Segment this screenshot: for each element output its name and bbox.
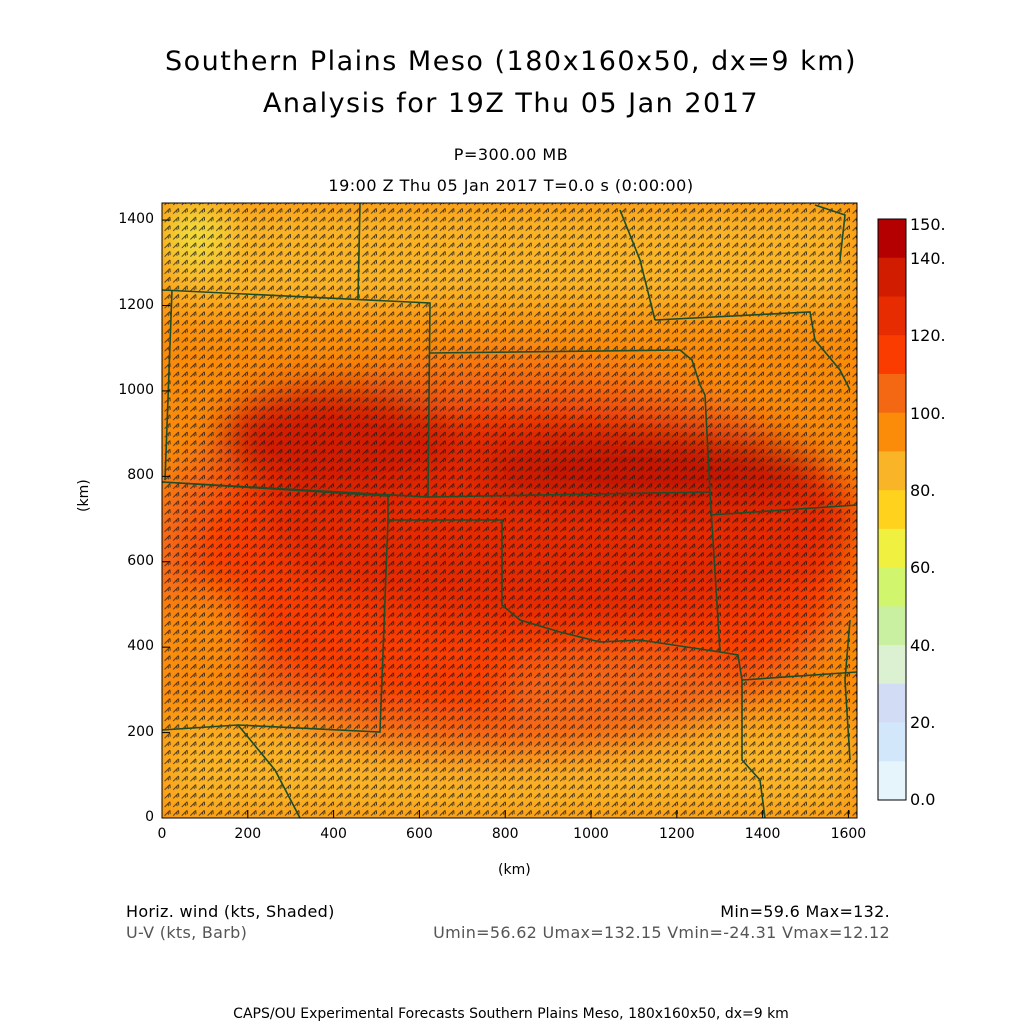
y-tick-label: 600 (127, 552, 154, 569)
colorbar-label: 100. (910, 404, 946, 423)
colorbar-segment (878, 722, 906, 762)
uv-range-values: Umin=56.62 Umax=132.15 Vmin=-24.31 Vmax=… (433, 923, 890, 942)
colorbar-label: 20. (910, 713, 936, 732)
y-tick-label: 1200 (118, 296, 154, 313)
y-tick-label: 0 (145, 809, 154, 825)
x-tick-label: 1600 (830, 826, 867, 842)
state-borders (162, 203, 857, 818)
shaded-wind-field (162, 203, 857, 818)
colorbar-label: 140. (910, 249, 946, 268)
plot-frame (161, 202, 858, 819)
colorbar-segment (878, 296, 906, 336)
y-tick-label: 1400 (118, 211, 154, 228)
colorbar-segment (878, 412, 906, 452)
colorbar-segment (878, 645, 906, 685)
footer-credit: CAPS/OU Experimental Forecasts Southern … (233, 1006, 789, 1022)
x-tick-label: 600 (406, 826, 433, 842)
y-tick-label: 800 (127, 467, 154, 484)
colorbar-label: 40. (910, 636, 936, 655)
colorbar-label: 80. (910, 481, 936, 500)
colorbar-segment (878, 373, 906, 414)
x-tick-label: 1400 (744, 826, 781, 842)
colorbar-segment (878, 567, 906, 607)
wind-barbs (162, 203, 857, 818)
x-tick-label: 200 (234, 826, 262, 842)
colorbar-segment (878, 257, 906, 297)
colorbar-segment (878, 219, 906, 259)
colorbar-segment (878, 528, 906, 569)
y-axis-label: (km) (76, 479, 92, 512)
shaded-field-label: Horiz. wind (kts, Shaded) (126, 902, 335, 921)
chart-title-line1: Southern Plains Meso (180x160x50, dx=9 k… (164, 46, 858, 77)
colorbar-segment (878, 761, 906, 801)
min-max-values: Min=59.6 Max=132. (720, 902, 890, 921)
colorbar-segment (878, 451, 906, 491)
x-tick-label: 1000 (573, 826, 609, 842)
y-tick-label: 400 (127, 638, 154, 655)
chart-title-line2: Analysis for 19Z Thu 05 Jan 2017 (262, 88, 760, 119)
x-tick-label: 800 (491, 826, 519, 842)
y-tick-label: 200 (127, 723, 154, 740)
colorbar-label: 60. (910, 558, 936, 577)
colorbar-label: 120. (910, 326, 946, 345)
colorbar-segment (878, 490, 906, 530)
y-tick-label: 1000 (118, 381, 154, 398)
x-axis-label: (km) (498, 862, 531, 878)
colorbar-label: 150. (910, 215, 946, 234)
x-tick-label: 0 (157, 826, 167, 842)
pressure-level: P=300.00 MB (453, 145, 569, 164)
colorbar-segment (878, 335, 906, 375)
colorbar-segment (878, 683, 906, 724)
colorbar-segment (878, 606, 906, 646)
valid-time: 19:00 Z Thu 05 Jan 2017 T=0.0 s (0:00:00… (328, 176, 694, 195)
colorbar (877, 218, 907, 801)
barb-field-label: U-V (kts, Barb) (126, 923, 248, 942)
x-tick-label: 1200 (658, 826, 695, 842)
colorbar-label: 0.0 (910, 790, 936, 809)
x-tick-label: 400 (320, 826, 347, 842)
